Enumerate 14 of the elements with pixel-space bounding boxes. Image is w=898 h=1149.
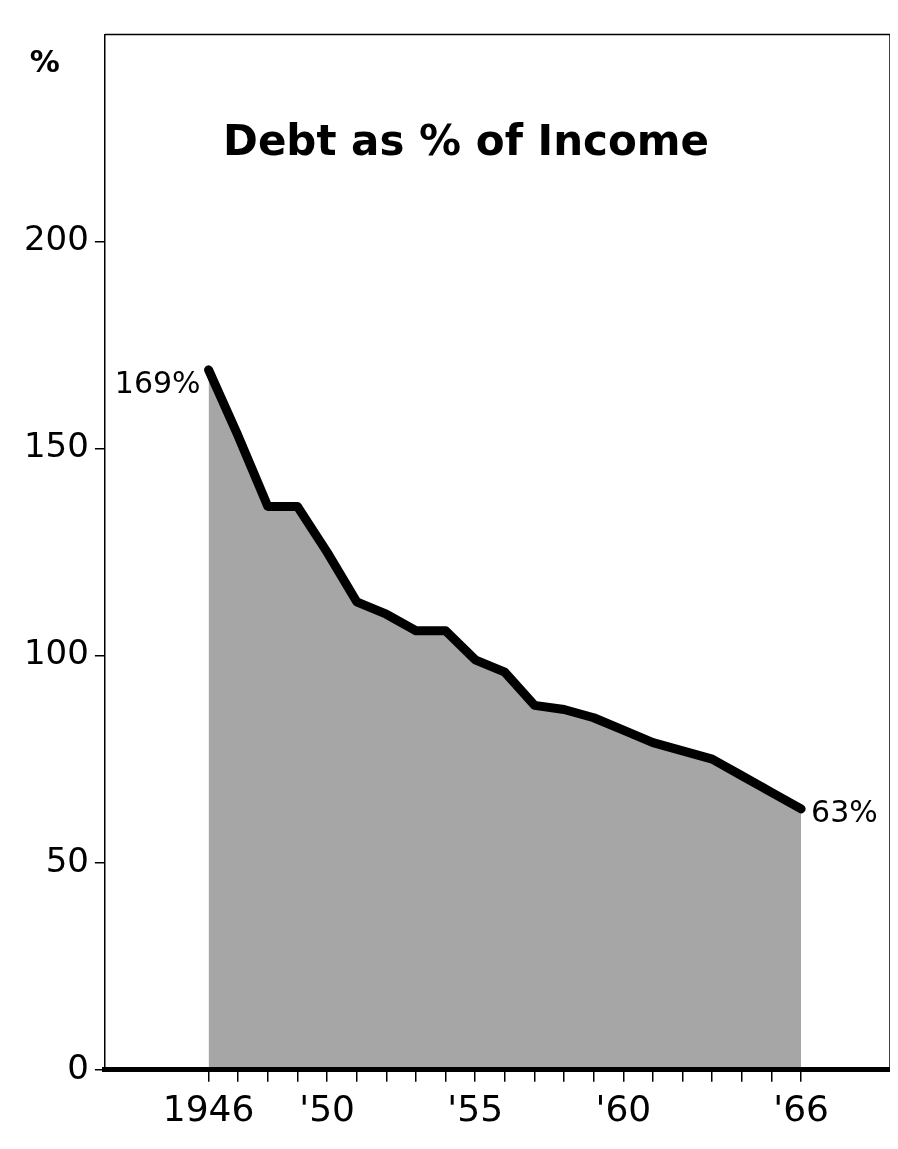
- x-tick-label: '60: [595, 1087, 652, 1129]
- x-tick-label: '66: [773, 1087, 829, 1129]
- y-tick-label: 150: [23, 425, 89, 466]
- y-axis-title: %: [29, 44, 60, 80]
- annotation: 63%: [811, 793, 878, 829]
- x-tick-label: '50: [299, 1087, 355, 1129]
- annotation: 169%: [114, 364, 201, 400]
- x-tick-label: 1946: [162, 1087, 255, 1129]
- y-tick-label: 100: [23, 632, 89, 673]
- text: Debt as % of Income: [223, 116, 710, 166]
- y-tick-label: 200: [23, 218, 89, 259]
- x-tick-label: '55: [447, 1087, 504, 1129]
- y-tick-label: 50: [45, 839, 89, 880]
- y-tick-label: 0: [67, 1046, 89, 1087]
